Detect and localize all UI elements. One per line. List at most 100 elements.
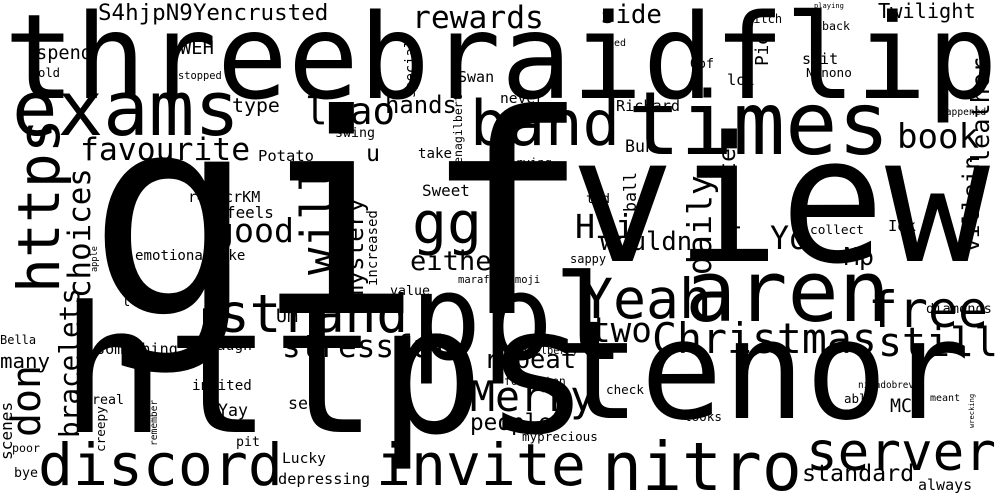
cloud-word: happened: [940, 107, 987, 119]
cloud-word: aren: [685, 242, 890, 342]
cloud-word: free: [868, 281, 988, 340]
cloud-word: real: [92, 393, 125, 409]
cloud-word: separate: [714, 148, 741, 258]
cloud-word: creepy: [92, 406, 108, 452]
cloud-word: Yeah: [580, 266, 712, 331]
cloud-word: Pie: [753, 34, 774, 66]
cloud-word: gg: [412, 188, 482, 257]
cloud-word: rewards: [412, 0, 544, 37]
cloud-word: wrecking: [967, 393, 977, 428]
cloud-word: myprecious: [522, 428, 598, 444]
cloud-word: bye: [14, 466, 39, 482]
cloud-word: view: [570, 99, 990, 303]
cloud-word: people: [470, 409, 552, 436]
cloud-word: Um: [276, 305, 299, 327]
cloud-word: crying: [508, 155, 553, 170]
cloud-word: diamonds: [926, 301, 992, 318]
cloud-word: tenor: [558, 292, 971, 452]
cloud-word: Bella: [0, 333, 37, 348]
cloud-word: choices: [61, 168, 98, 298]
cloud-word: now: [200, 274, 223, 289]
cloud-word: gif: [88, 55, 590, 380]
cloud-word: Merry: [470, 372, 595, 422]
cloud-word: spit: [802, 49, 839, 68]
cloud-word: see: [288, 393, 318, 413]
cloud-word: emotionalDuke: [135, 247, 246, 264]
cloud-word: apple: [89, 246, 100, 272]
cloud-word: meant: [930, 393, 961, 405]
cloud-word: never: [500, 89, 544, 107]
cloud-word: Buh: [625, 136, 655, 156]
cloud-word: looks: [684, 408, 722, 424]
cloud-word: Mp: [844, 241, 874, 271]
cloud-word: spend: [36, 42, 92, 64]
cloud-word: ball: [620, 172, 640, 212]
cloud-word: value: [390, 284, 431, 300]
cloud-word: invite: [376, 430, 586, 499]
cloud-word: times: [628, 72, 890, 175]
cloud-word: able: [844, 390, 875, 406]
cloud-word: special: [403, 39, 420, 98]
cloud-word: take: [418, 145, 452, 162]
cloud-word: always: [918, 475, 973, 494]
cloud-word: thevampirediaries: [397, 361, 409, 462]
cloud-word: exams: [12, 65, 240, 154]
cloud-word: Lucky: [282, 449, 326, 467]
cloud-word: back: [822, 19, 850, 34]
cloud-word: Pixelberry: [516, 344, 578, 357]
cloud-word: marafrogemoji: [458, 273, 541, 286]
cloud-word: depressing: [278, 470, 371, 489]
cloud-word: ppl: [410, 250, 625, 389]
cloud-word: u: [366, 140, 381, 168]
cloud-word: ninadobrev: [858, 380, 914, 392]
cloud-word: laugh: [208, 336, 252, 354]
cloud-word: MC: [890, 395, 913, 417]
cloud-word: https: [60, 269, 591, 475]
cloud-word: Yay: [218, 400, 248, 420]
cloud-word: Richard: [616, 97, 681, 116]
cloud-word: Nonono: [806, 64, 852, 80]
cloud-word: Twilight: [878, 0, 976, 23]
cloud-word: llike: [122, 294, 165, 311]
cloud-word: S4hjpN9Yencrusted: [98, 0, 329, 26]
cloud-word: favourite: [80, 132, 251, 169]
cloud-word: sed: [608, 38, 627, 50]
cloud-word: daily: [680, 175, 720, 275]
cloud-word: sappy: [570, 252, 607, 267]
cloud-word: side: [600, 0, 662, 31]
cloud-word: poor: [12, 441, 40, 456]
cloud-word: either: [410, 246, 508, 278]
cloud-word: WEH: [180, 37, 214, 59]
cloud-word: Hii: [575, 207, 636, 247]
cloud-word: feels: [226, 203, 274, 223]
cloud-word: stopped: [178, 69, 222, 82]
cloud-word: villain: [958, 155, 985, 252]
cloud-word: invited: [192, 377, 252, 394]
cloud-word: witch: [746, 12, 783, 27]
cloud-word: Yo: [770, 221, 809, 258]
cloud-word: stressful: [282, 329, 450, 366]
cloud-word: strand: [218, 283, 408, 345]
cloud-word: Oof: [690, 57, 715, 73]
cloud-word: server: [806, 421, 996, 483]
cloud-word: pit: [236, 435, 261, 451]
cloud-word: lmao: [305, 89, 396, 134]
cloud-word: collect: [810, 222, 864, 238]
cloud-word: remember: [149, 399, 161, 446]
cloud-word: band: [470, 87, 621, 161]
cloud-word: playing: [814, 1, 844, 11]
cloud-word: still: [878, 320, 999, 367]
cloud-word: bracelets: [53, 287, 87, 438]
cloud-word: mystery: [340, 198, 369, 300]
cloud-word: two: [590, 310, 652, 351]
cloud-word: repeat: [484, 345, 577, 376]
cloud-word: lol: [727, 71, 755, 90]
cloud-word: Christmas: [652, 314, 877, 364]
cloud-word: old: [38, 65, 61, 80]
cloud-word: r4rZcrKM: [188, 187, 261, 206]
cloud-word: Swan: [458, 67, 495, 86]
cloud-word: book: [897, 116, 980, 157]
cloud-word: Sweet: [422, 181, 470, 201]
cloud-word: many: [0, 348, 51, 373]
